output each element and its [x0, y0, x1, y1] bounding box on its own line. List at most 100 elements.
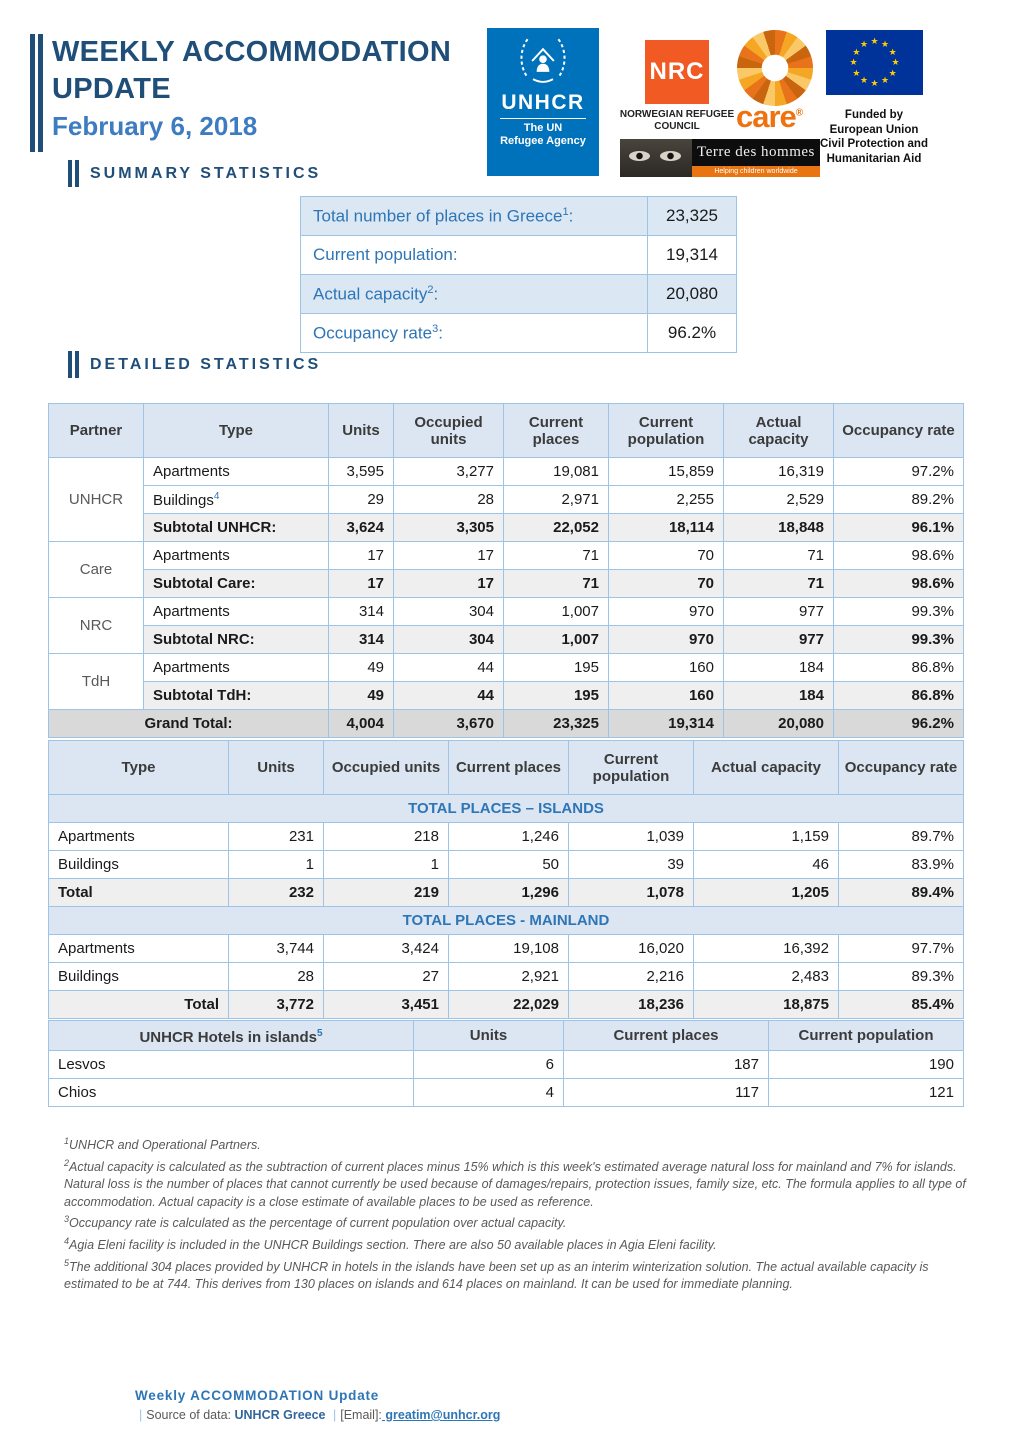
grand-total-row: Grand Total: 4,004 3,670 23,325 19,314 20,080… — [48, 709, 964, 738]
value-cell: 16,392 — [693, 934, 839, 963]
summary-label: Total number of places in Greece1: — [300, 196, 648, 236]
value-cell: 98.6% — [833, 569, 964, 598]
value-cell: 28 — [393, 485, 504, 514]
eu-star-icon: ★ — [870, 36, 879, 46]
value-cell: 44 — [393, 681, 504, 710]
section-band-row: TOTAL PLACES – ISLANDS — [48, 794, 964, 823]
column-header: Occupied units — [393, 403, 504, 458]
column-header: Occupancy rate — [838, 740, 964, 795]
summary-row: Occupancy rate3: 96.2% — [300, 313, 737, 353]
value-cell: 4 — [413, 1078, 564, 1107]
type-cell: Subtotal TdH: — [143, 681, 329, 710]
page-footer: Weekly ACCOMMODATION Update | Source of d… — [135, 1388, 500, 1422]
value-cell: 190 — [768, 1050, 964, 1079]
partner-cell: Care — [48, 541, 144, 598]
value-cell: 85.4% — [838, 990, 964, 1019]
value-cell: 2,921 — [448, 962, 569, 991]
unhcr-tagline-line1: The UN — [523, 122, 563, 134]
column-header: Occupied units — [323, 740, 449, 795]
value-cell: 22,052 — [503, 513, 609, 542]
partner-cell: TdH — [48, 653, 144, 710]
value-cell: 3,744 — [228, 934, 324, 963]
footnote: 4Agia Eleni facility is included in the … — [64, 1235, 717, 1253]
island-name-cell: Chios — [48, 1078, 414, 1107]
value-cell: 70 — [608, 541, 724, 570]
type-cell: Buildings — [48, 962, 229, 991]
value-cell: 23,325 — [503, 709, 609, 738]
value-cell: 3,595 — [328, 457, 394, 486]
email-link[interactable]: greatim@unhcr.org — [381, 1408, 501, 1422]
value-cell: 219 — [323, 878, 449, 907]
table-row: Chios 4 117 121 — [48, 1078, 964, 1107]
value-cell: 187 — [563, 1050, 769, 1079]
value-cell: 3,772 — [228, 990, 324, 1019]
value-cell: 89.3% — [838, 962, 964, 991]
table-row: Total 232 219 1,296 1,078 1,205 89.4% — [48, 878, 964, 907]
table-row: Subtotal UNHCR: 3,624 3,305 22,052 18,114 18,… — [49, 513, 964, 542]
table-row: Subtotal TdH: 49 44 195 160 184 86.8% — [49, 681, 964, 710]
value-cell: 86.8% — [833, 653, 964, 682]
summary-value: 96.2% — [647, 313, 737, 353]
footnote-marker: 5 — [316, 1028, 323, 1039]
value-cell: 49 — [328, 653, 394, 682]
value-cell: 97.7% — [838, 934, 964, 963]
unhcr-tagline: The UN Refugee Agency — [500, 118, 586, 148]
value-cell: 184 — [723, 653, 834, 682]
value-cell: 89.7% — [838, 822, 964, 851]
column-header: UNHCR Hotels in islands5 — [48, 1020, 414, 1051]
hotels-table-head-row: UNHCR Hotels in islands5 Units Current pla… — [48, 1020, 964, 1051]
value-cell: 184 — [723, 681, 834, 710]
value-cell: 89.4% — [838, 878, 964, 907]
value-cell: 1 — [228, 850, 324, 879]
detailed-table-head-row: Partner Type Units Occupied units Current pl… — [48, 403, 964, 458]
summary-label: Current population: — [300, 235, 648, 275]
value-cell: 98.6% — [833, 541, 964, 570]
value-cell: 3,277 — [393, 457, 504, 486]
type-cell: Total — [48, 990, 229, 1019]
eu-flag-icon: ★ ★ ★ ★ ★ ★ ★ ★ ★ ★ ★ ★ — [826, 30, 923, 95]
type-cell: Total — [48, 878, 229, 907]
type-cell: Subtotal UNHCR: — [143, 513, 329, 542]
type-cell: Apartments — [143, 457, 329, 486]
value-cell: 46 — [693, 850, 839, 879]
section-accent-bars — [68, 160, 79, 187]
value-cell: 3,305 — [393, 513, 504, 542]
value-cell: 2,529 — [723, 485, 834, 514]
value-cell: 27 — [323, 962, 449, 991]
value-cell: 18,114 — [608, 513, 724, 542]
unhcr-wordmark: UNHCR — [501, 91, 585, 114]
value-cell: 304 — [393, 625, 504, 654]
eu-star-icon: ★ — [888, 67, 897, 78]
eu-star-icon: ★ — [881, 75, 890, 86]
value-cell: 18,848 — [723, 513, 834, 542]
value-cell: 304 — [393, 597, 504, 626]
summary-section-heading: SUMMARY STATISTICS — [68, 160, 321, 187]
footer-text: | — [139, 1408, 143, 1422]
report-title-line2: UPDATE — [52, 73, 171, 105]
summary-table: Total number of places in Greece1: 23,325… — [300, 196, 737, 353]
footer-text: UNHCR Greece — [231, 1408, 329, 1422]
value-cell: 19,314 — [608, 709, 724, 738]
value-cell: 1 — [323, 850, 449, 879]
value-cell: 977 — [723, 625, 834, 654]
eu-star-icon: ★ — [852, 67, 861, 78]
partner-cell: NRC — [48, 597, 144, 654]
value-cell: 19,081 — [503, 457, 609, 486]
type-cell: Buildings4 — [143, 485, 329, 514]
nrc-logo: NRC — [645, 40, 709, 104]
column-header: Occupancy rate — [833, 403, 964, 458]
footnote-marker: 4 — [213, 490, 220, 502]
column-header: Current places — [503, 403, 609, 458]
value-cell: 2,483 — [693, 962, 839, 991]
value-cell: 6 — [413, 1050, 564, 1079]
value-cell: 2,971 — [503, 485, 609, 514]
detailed-table-body: UNHCR Apartments 3,595 3,277 19,081 15,859 16,… — [48, 457, 964, 738]
unhcr-tagline-line2: Refugee Agency — [500, 135, 586, 147]
table-row: Subtotal NRC: 314 304 1,007 970 977 99.3% — [49, 625, 964, 654]
column-header: Units — [328, 403, 394, 458]
summary-value: 20,080 — [647, 274, 737, 314]
registered-mark: ® — [795, 107, 804, 119]
column-header: Actual capacity — [693, 740, 839, 795]
report-date: February 6, 2018 — [52, 111, 258, 141]
